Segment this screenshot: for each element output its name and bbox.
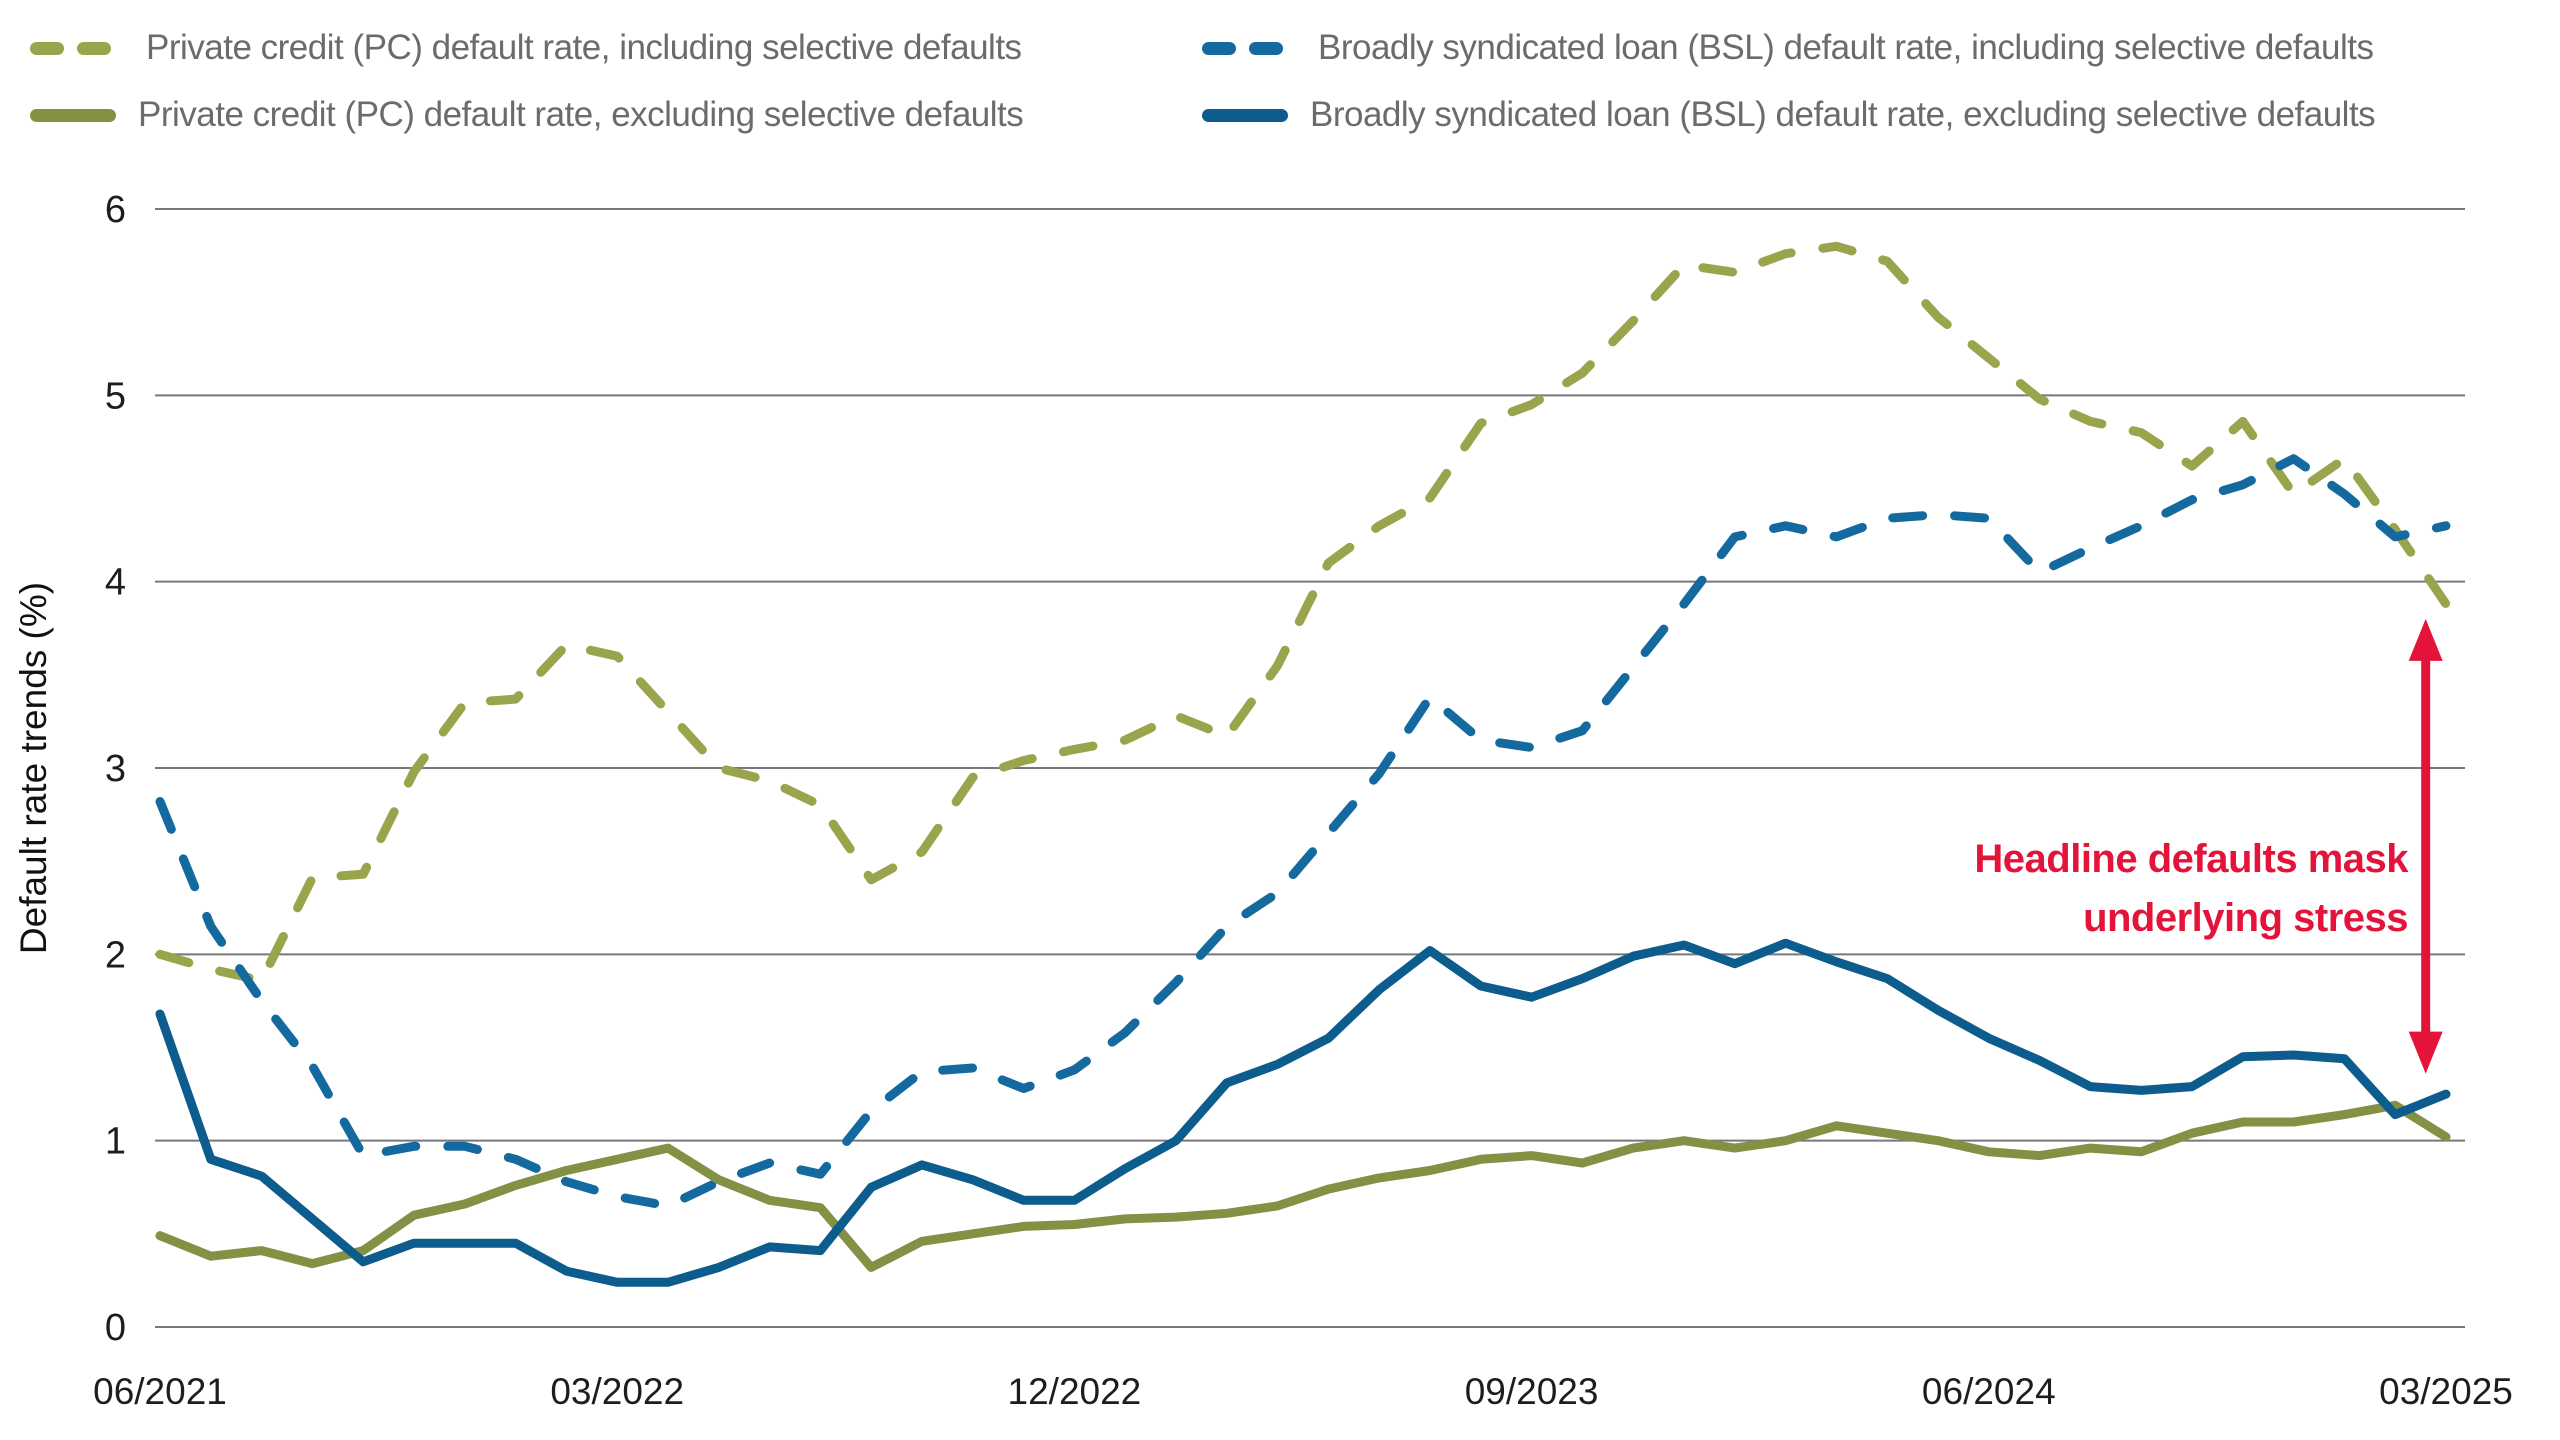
legend-item-pc-incl: Private credit (PC) default rate, includ… [30,26,1022,70]
y-tick-label-1: 1 [105,1121,126,1163]
y-axis-title: Default rate trends (%) [13,582,54,954]
legend-swatch-solid-pc-excl [30,108,116,122]
annotation-callout: Headline defaults mask underlying stress [1974,830,2408,948]
arrow-head-down [2408,1031,2443,1074]
x-tick-label-03-2022: 03/2022 [550,1371,684,1412]
legend-label: Broadly syndicated loan (BSL) default ra… [1318,28,2374,67]
legend-solid-bar [30,108,116,122]
legend-item-pc-excl: Private credit (PC) default rate, exclud… [30,93,1024,137]
legend-dash [30,41,64,55]
legend-label: Broadly syndicated loan (BSL) default ra… [1310,95,2376,134]
series-line-1-dashed [155,454,2451,1211]
series-line-0-dashed [155,241,2451,985]
legend-solid-bar [1202,108,1288,122]
legend-item-bsl-excl: Broadly syndicated loan (BSL) default ra… [1202,93,2376,137]
arrow-head-up [2408,618,2443,661]
annotation-line-2: underlying stress [2083,896,2408,940]
y-tick-label-6: 6 [105,189,126,231]
legend-item-bsl-incl: Broadly syndicated loan (BSL) default ra… [1202,26,2374,70]
legend-swatch-solid-bsl-excl [1202,108,1288,122]
x-tick-label-06-2024: 06/2024 [1922,1371,2056,1412]
series-line-2-solid [155,1100,2451,1272]
legend-dash [1249,41,1283,55]
y-tick-label-2: 2 [105,934,126,976]
legend-swatch-dashed-bsl-incl [1202,41,1296,55]
x-tick-label-12-2022: 12/2022 [1008,1371,1142,1412]
x-tick-label-06-2021: 06/2021 [93,1371,227,1412]
legend-dash [1202,41,1236,55]
annotation-line-1: Headline defaults mask [1974,837,2408,881]
legend-swatch-dashed-pc-incl [30,41,124,55]
x-tick-label-09-2023: 09/2023 [1465,1371,1599,1412]
legend-label: Private credit (PC) default rate, exclud… [138,95,1024,134]
y-tick-label-3: 3 [105,748,126,790]
legend-label: Private credit (PC) default rate, includ… [146,28,1022,67]
y-tick-label-0: 0 [105,1307,126,1349]
x-tick-label-03-2025: 03/2025 [2379,1371,2513,1412]
y-tick-label-4: 4 [105,562,126,604]
y-tick-label-5: 5 [105,375,126,417]
series-line-3-solid [155,938,2451,1287]
legend-dash [77,41,111,55]
